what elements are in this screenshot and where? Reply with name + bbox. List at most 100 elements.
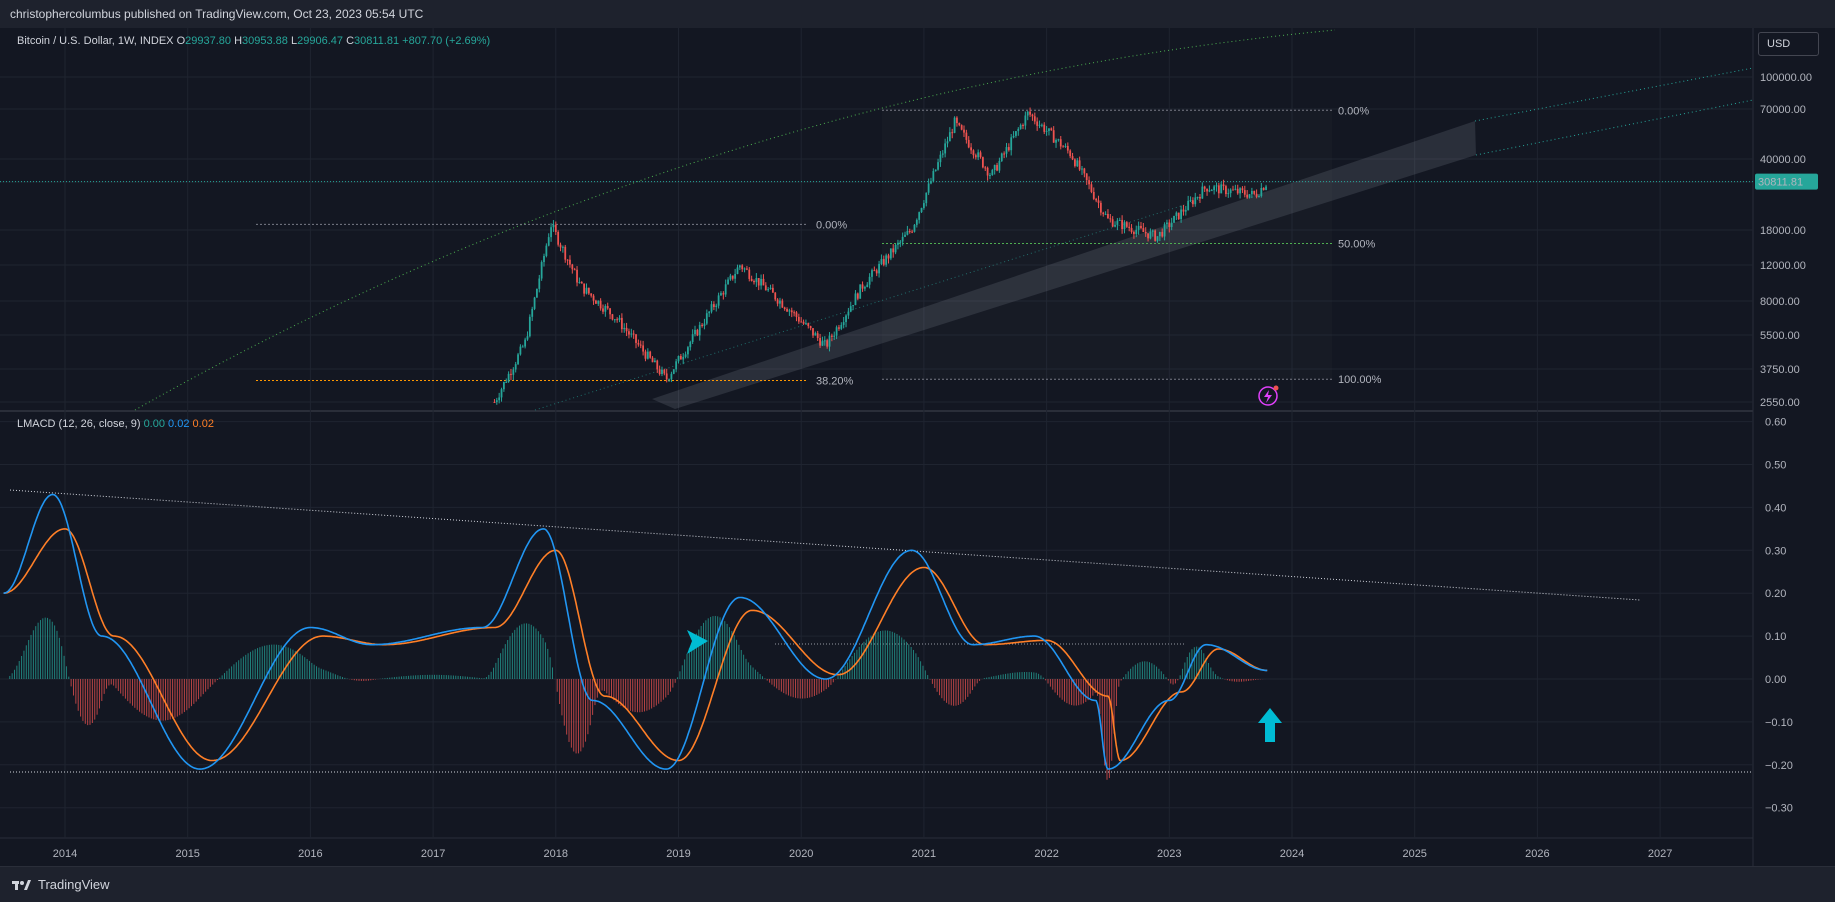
candle-body [1161,231,1164,237]
candle-body [1010,137,1013,151]
candle-body [1036,121,1039,126]
candle-body [710,304,713,312]
chart-svg[interactable]: 2014 2015 2016 2017 2018 2019 2020 2021 2022 2023… [0,28,1835,866]
candle-body [965,132,968,140]
candle-body [861,284,864,289]
candle-body [543,255,545,263]
fib2018-382-label: 38.20% [816,376,854,388]
candle-body [649,351,652,358]
price-tick-label: 8000.00 [1760,296,1800,308]
indicator-value-3: 0.02 [192,418,214,430]
currency-button[interactable]: USD [1758,32,1819,56]
candle-body [1158,231,1161,237]
candle-body [1243,190,1246,195]
candle-body [904,234,906,237]
x-tick-label: 2014 [53,848,77,860]
macd-line [3,493,1268,770]
candle-body [748,269,751,279]
candle-body [592,295,595,301]
candle-body [925,192,928,204]
candle-body [566,259,569,261]
fib2021-50-label: 50.00% [1338,239,1376,251]
candle-body [755,278,758,283]
candle-body [1088,180,1090,185]
candle-body [1092,191,1095,199]
low-value: 29906.47 [297,35,343,47]
osc-tick-label: 0.50 [1765,460,1786,472]
x-tick-label: 2017 [421,848,445,860]
candle-body [620,317,623,330]
candle-body [764,285,767,291]
chart-area[interactable]: 2014 2015 2016 2017 2018 2019 2020 2021 2022 2023… [0,28,1835,866]
candle-body [1210,190,1213,192]
price-legend: Bitcoin / U.S. Dollar, 1W, INDEX O29937.… [17,35,490,47]
candle-body [1163,224,1166,237]
candle-body [1019,124,1022,129]
candle-body [587,287,590,294]
candle-body [1144,231,1147,234]
fib2021-100-label: 100.00% [1338,374,1382,386]
candle-body [519,346,522,355]
candle-body [757,278,760,286]
candle-body [892,248,895,253]
indicator-value-2: 0.02 [168,418,190,430]
candle-body [816,333,819,338]
candle-body [682,356,685,360]
candle-body [675,361,678,370]
candle-body [573,269,576,271]
candle-body [536,288,538,298]
price-tick-label: 5500.00 [1760,330,1800,342]
candle-body [1022,124,1024,126]
candle-body [644,351,647,359]
candle-body [1012,135,1015,138]
candle-body [1102,212,1105,215]
candle-body [1033,116,1036,122]
candle-body [583,283,586,294]
candle-body [1017,128,1020,132]
candle-body [1076,160,1079,167]
candle-body [970,147,972,151]
candle-body [800,321,803,323]
candle-body [720,293,722,296]
x-tick-label: 2027 [1648,848,1672,860]
candle-body [868,276,871,285]
candle-body [1225,186,1227,195]
candle-body [753,280,755,283]
candle-body [1048,128,1050,131]
candle-body [613,319,616,321]
indicator-name: LMACD (12, 26, close, 9) [17,418,141,430]
candle-body [1095,198,1098,201]
candle-body [1203,186,1206,189]
candle-body [880,259,883,264]
candle-body [1191,200,1194,205]
candle-body [948,132,951,142]
candle-body [1085,173,1088,181]
candle-body [908,231,911,233]
candle-body [1081,168,1083,170]
candle-body [597,300,600,304]
candle-body [1007,147,1010,151]
candle-body [1133,231,1135,235]
candle-body [878,263,880,274]
candle-body [1236,188,1239,194]
candle-body [762,278,765,286]
osc-tick-label: −0.20 [1765,760,1793,772]
candle-body [580,282,583,284]
price-tick-label: 18000.00 [1760,225,1806,237]
candle-body [1250,190,1253,195]
candle-body [1097,200,1100,203]
candle-body [521,346,524,348]
candle-body [1137,225,1140,230]
candle-body [632,333,635,335]
candle-body [986,167,989,176]
x-tick-label: 2015 [175,848,199,860]
candle-body [1071,156,1074,160]
candle-body [769,287,772,289]
candle-body [977,152,980,158]
candle-body [779,300,781,304]
candle-body [760,278,762,286]
candle-body [1217,185,1220,194]
candle-body [1015,131,1017,136]
candle-body [1260,188,1263,197]
candle-body [1000,153,1003,162]
